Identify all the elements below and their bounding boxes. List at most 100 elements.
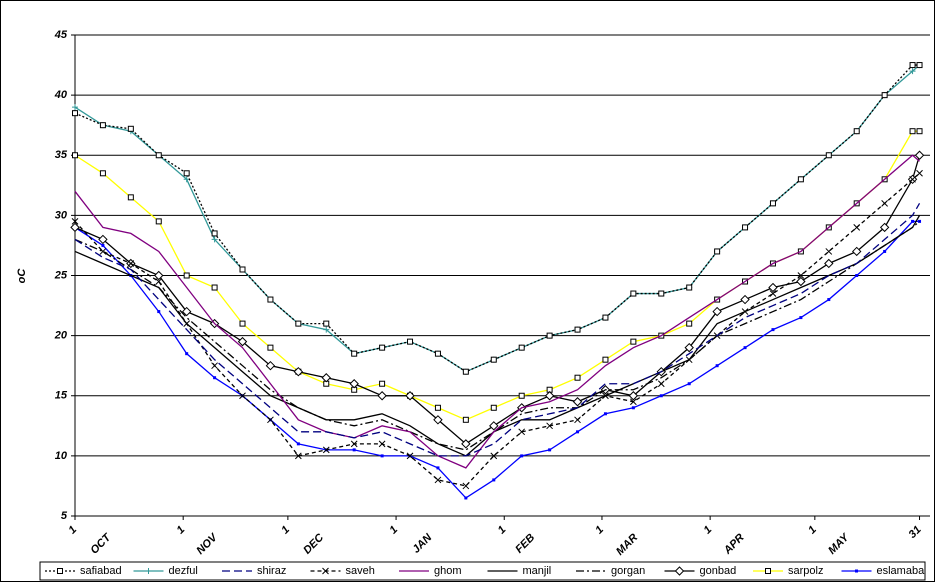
marker [72, 152, 78, 159]
legend-label: ghom [434, 565, 462, 577]
marker [546, 332, 553, 339]
legend-item: dezful [133, 565, 198, 577]
marker [321, 373, 331, 383]
marker [602, 356, 609, 363]
marker [294, 452, 302, 460]
marker [909, 68, 916, 75]
series-line [74, 172, 920, 487]
marker [909, 128, 916, 135]
legend-marker [322, 567, 329, 575]
marker [630, 398, 637, 406]
marker [603, 412, 607, 416]
marker [434, 350, 441, 357]
marker [631, 406, 635, 410]
marker [715, 364, 719, 368]
marker [855, 274, 859, 277]
marker [490, 452, 498, 460]
marker [351, 350, 358, 357]
marker [714, 248, 721, 255]
marker [127, 194, 134, 201]
marker [853, 128, 860, 135]
legend-item: sarpolz [753, 565, 823, 577]
marker [436, 466, 440, 470]
marker [349, 379, 359, 389]
marker [796, 276, 806, 287]
marker [211, 362, 218, 370]
series-line [74, 220, 920, 451]
series [74, 203, 921, 457]
legend-item: gorgan [576, 565, 645, 577]
marker [237, 336, 248, 347]
marker [658, 290, 665, 297]
marker [916, 128, 923, 135]
marker [407, 338, 414, 345]
marker [127, 125, 134, 132]
marker [911, 219, 915, 223]
marker [293, 366, 304, 377]
marker [852, 246, 862, 257]
marker [712, 306, 722, 317]
marker [914, 150, 925, 160]
marker [825, 152, 832, 159]
marker [574, 374, 581, 381]
series [74, 215, 921, 457]
marker [824, 258, 834, 269]
marker [657, 380, 665, 388]
marker [464, 496, 468, 500]
marker [740, 294, 750, 305]
series [74, 220, 920, 451]
legend-label: manjil [523, 565, 552, 577]
legend-label: safiabad [80, 565, 122, 577]
marker [602, 314, 609, 321]
marker [296, 442, 300, 446]
marker [239, 266, 246, 273]
marker [461, 439, 471, 449]
marker [99, 170, 106, 177]
marker [183, 170, 190, 177]
series-line [74, 220, 920, 499]
marker [518, 392, 525, 399]
marker [211, 236, 218, 243]
legend-marker [765, 568, 771, 574]
marker [546, 422, 553, 430]
marker [492, 478, 496, 482]
marker [853, 224, 861, 231]
marker [101, 243, 105, 247]
marker [742, 224, 749, 231]
marker [239, 320, 246, 327]
marker [768, 282, 778, 293]
marker [462, 482, 470, 490]
marker [572, 397, 583, 407]
marker [490, 404, 497, 411]
legend-label: sarpolz [788, 565, 823, 577]
marker [267, 344, 274, 351]
y-tick-label: 10 [55, 450, 68, 462]
marker [825, 248, 833, 255]
marker [211, 284, 218, 291]
marker [916, 62, 923, 69]
legend-label: gonbad [700, 565, 737, 577]
marker [685, 356, 693, 364]
marker [881, 92, 888, 99]
marker [518, 428, 526, 436]
marker [350, 440, 358, 448]
legend-item: gonbad [664, 565, 737, 577]
y-tick-label: 45 [54, 29, 68, 41]
legend-label: dezful [169, 565, 198, 577]
marker [155, 152, 162, 159]
marker [213, 376, 217, 380]
series-line [74, 155, 921, 445]
marker [377, 391, 387, 401]
legend-item: saveh [310, 565, 375, 577]
series-line [74, 203, 921, 457]
marker [879, 222, 890, 233]
marker [462, 368, 469, 375]
marker [799, 316, 803, 320]
marker [686, 284, 693, 291]
y-tick-label: 25 [54, 269, 68, 281]
legend-item: eslamaba [841, 565, 925, 577]
marker [916, 169, 923, 177]
series [74, 154, 920, 469]
marker [157, 310, 161, 314]
